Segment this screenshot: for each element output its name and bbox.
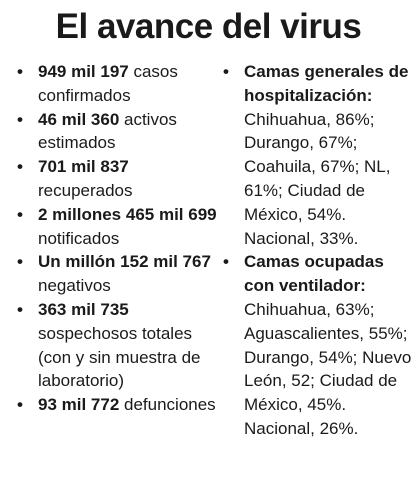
stat-negative: • Un millón 152 mil 767 negativos	[14, 250, 219, 298]
stat-detail: Chihuahua, 63%; Aguascalientes, 55%; Dur…	[244, 299, 412, 438]
stat-label: recuperados	[38, 180, 133, 200]
stat-recovered: • 701 mil 837 recuperados	[14, 155, 219, 203]
stat-heading: Camas generales de hospitalización:	[244, 62, 409, 105]
bullet-icon: •	[223, 252, 229, 272]
stat-label: casos confirmados	[38, 62, 178, 105]
bullet-icon: •	[17, 395, 23, 415]
stat-suspected: • 363 mil 735 sospechosos totales (con y…	[14, 298, 219, 393]
bullet-icon: •	[17, 204, 23, 224]
bullet-icon: •	[17, 62, 23, 81]
stat-heading: Camas ocupadas con ventilador:	[244, 252, 384, 296]
stat-label: defunciones	[119, 395, 216, 415]
stat-detail: Chihuahua, 86%; Durango, 67%; Coahuila, …	[244, 109, 391, 248]
stat-label: negativos	[38, 276, 111, 296]
stat-value: 93 mil 772	[38, 395, 120, 415]
bullet-icon: •	[17, 299, 23, 319]
stat-value: 46 mil 360	[38, 109, 120, 129]
stat-value: Un millón 152 mil 767	[38, 252, 211, 272]
stat-deaths: • 93 mil 772 defunciones	[14, 393, 219, 417]
stat-value: 701 mil 837	[38, 157, 129, 177]
stats-list: • 949 mil 197 casos confirmados • 46 mil…	[14, 60, 219, 417]
stat-value: 949 mil 197	[38, 62, 129, 81]
stat-confirmed: • 949 mil 197 casos confirmados	[14, 60, 219, 108]
stat-value: 2 millones 465 mil 699	[38, 204, 217, 224]
bullet-icon: •	[223, 62, 229, 81]
stat-notified: • 2 millones 465 mil 699 notificados	[14, 203, 219, 251]
hospital-list: • Camas generales de hospitalización: Ch…	[220, 60, 416, 441]
stat-label: activos estimados	[38, 109, 177, 153]
stat-active: • 46 mil 360 activos estimados	[14, 108, 219, 156]
stat-value: 363 mil 735	[38, 299, 129, 319]
stat-label: sospechosos totales (con y sin muestra d…	[38, 323, 201, 391]
stat-general-beds: • Camas generales de hospitalización: Ch…	[220, 60, 416, 250]
bullet-icon: •	[17, 157, 23, 177]
page-title: El avance del virus	[55, 7, 362, 46]
bullet-icon: •	[17, 109, 23, 129]
stat-label: notificados	[38, 228, 120, 248]
stat-ventilator-beds: • Camas ocupadas con ventilador: Chihuah…	[220, 250, 416, 440]
bullet-icon: •	[17, 252, 23, 272]
